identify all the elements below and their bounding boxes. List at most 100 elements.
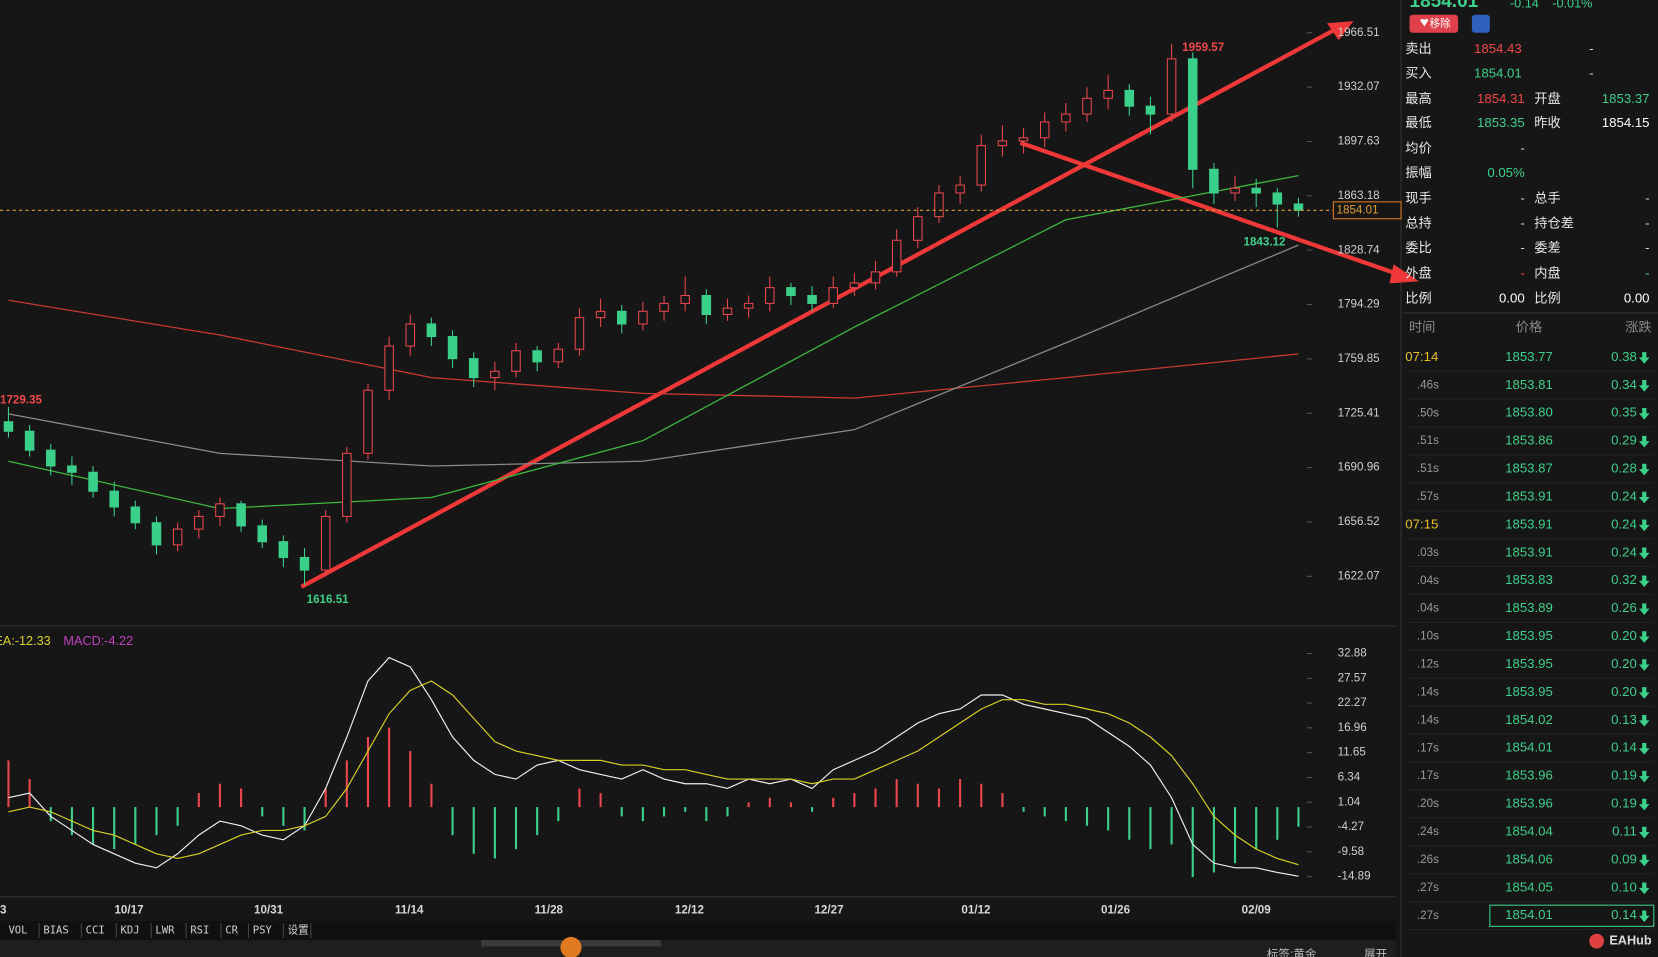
last-tick-highlight xyxy=(1489,904,1655,927)
macd-bar xyxy=(430,783,433,808)
scroll-bg xyxy=(0,940,1396,957)
tick-time: .14s xyxy=(1417,686,1439,699)
y-tick-label: 1966.51 xyxy=(1338,26,1380,39)
down-arrow xyxy=(1638,854,1650,867)
toolbar-button[interactable]: LWR xyxy=(155,925,175,937)
tick-change: 0.10 xyxy=(1611,879,1637,894)
toolbar-button[interactable]: KDJ xyxy=(121,925,140,937)
y-tick-label: 1932.07 xyxy=(1338,80,1380,93)
table-header: 价格 xyxy=(1516,319,1542,334)
y2-tick-label: 11.65 xyxy=(1338,746,1366,759)
down-arrow xyxy=(1638,603,1650,616)
dif-line xyxy=(8,656,1299,877)
tick-change: 0.20 xyxy=(1611,656,1637,671)
candle-body xyxy=(532,350,542,363)
candle-body xyxy=(765,287,775,304)
quote-label: 现手 xyxy=(1405,190,1431,205)
candle-body xyxy=(1293,203,1304,211)
toolbar-button[interactable]: RSI xyxy=(190,925,209,937)
toolbar-button[interactable]: BIAS xyxy=(43,925,68,937)
candle-body xyxy=(743,302,754,309)
scroll-thumb[interactable] xyxy=(560,936,582,957)
candle-body xyxy=(616,310,627,325)
candle-body xyxy=(468,358,479,379)
current-price-box xyxy=(1332,201,1402,220)
macd-bar xyxy=(1022,807,1025,812)
tick-price: 1853.81 xyxy=(1505,377,1553,392)
candle-body xyxy=(67,465,77,473)
candle-body xyxy=(976,145,987,186)
macd-bar xyxy=(578,788,581,808)
y2-tick-label: 22.27 xyxy=(1338,696,1367,709)
arrow-head xyxy=(1327,21,1354,41)
tick-time: .51s xyxy=(1417,462,1439,475)
candle-body xyxy=(701,295,712,316)
tick-time: .17s xyxy=(1417,769,1439,782)
candle-body xyxy=(1187,58,1198,170)
quote-label: 卖出 xyxy=(1405,41,1431,56)
candle-body xyxy=(891,239,902,273)
down-arrow xyxy=(1638,463,1650,476)
quote-value: - xyxy=(1520,265,1524,280)
macd-bar xyxy=(1212,807,1215,873)
down-arrow xyxy=(1638,491,1650,504)
bell-button[interactable] xyxy=(1471,14,1490,33)
down-arrow xyxy=(1638,352,1650,364)
toolbar-button[interactable]: CCI xyxy=(86,925,105,937)
tick-change: 0.14 xyxy=(1611,907,1637,922)
down-arrow xyxy=(1638,910,1650,923)
y2-tick-label: 6.34 xyxy=(1338,771,1361,784)
macd-bar xyxy=(451,807,454,836)
tick-change: 0.24 xyxy=(1611,516,1637,531)
tick-change: 0.35 xyxy=(1611,405,1637,420)
candle-body xyxy=(849,282,860,289)
candle-body xyxy=(109,490,119,508)
moving-average xyxy=(8,244,1299,467)
macd-bar xyxy=(176,807,179,826)
toolbar-button[interactable]: VOL xyxy=(8,925,27,937)
down-arrow xyxy=(1638,547,1650,560)
toolbar-button[interactable]: PSY xyxy=(253,925,273,937)
macd-bar xyxy=(557,807,560,822)
y-tick-label: 1759.85 xyxy=(1338,352,1380,365)
tick-change: 0.20 xyxy=(1611,628,1637,643)
macd-bar xyxy=(303,807,306,831)
x-tick-label: 01/26 xyxy=(1101,904,1131,917)
tick-price: 1853.91 xyxy=(1505,544,1553,559)
quote-label: 最低 xyxy=(1405,115,1431,130)
y2-tick-label: 16.96 xyxy=(1338,721,1367,734)
tick-price: 1853.95 xyxy=(1505,628,1553,643)
current-price-label: 1854.01 xyxy=(1337,203,1379,216)
down-arrow xyxy=(1638,659,1650,671)
y-tick-label: 1656.52 xyxy=(1338,515,1380,528)
remove-button[interactable]: 移除 xyxy=(1430,17,1452,30)
quote-label: 外盘 xyxy=(1405,264,1431,280)
candle-body xyxy=(447,336,458,360)
candle-body xyxy=(786,287,796,297)
candle-body xyxy=(45,449,56,467)
quote-label: 委差 xyxy=(1534,240,1560,255)
macd-bar xyxy=(514,807,518,850)
tick-price: 1853.96 xyxy=(1505,796,1553,811)
extreme-label: 1843.12 xyxy=(1244,235,1286,248)
tick-time: .04s xyxy=(1417,574,1439,587)
footer-expand[interactable]: 展开 xyxy=(1364,948,1388,957)
candle-body xyxy=(194,515,204,530)
candle-body xyxy=(638,310,648,325)
macd-bar xyxy=(1191,807,1194,878)
macd-label: MACD:-4.22 xyxy=(63,634,133,648)
toolbar-button[interactable]: CR xyxy=(225,925,238,937)
quote-label: - xyxy=(1589,41,1593,56)
x-tick-label: 3 xyxy=(0,904,7,917)
toolbar-button[interactable]: 设置 xyxy=(288,925,309,937)
tick-change: 0.09 xyxy=(1611,851,1637,866)
quote-value: 0.00 xyxy=(1624,291,1650,306)
macd-bar xyxy=(366,737,370,808)
candle-body xyxy=(320,515,331,571)
quote-value: 0.00 xyxy=(1499,291,1525,306)
macd-bar xyxy=(705,807,708,822)
candle-body xyxy=(363,389,373,454)
tick-change: 0.28 xyxy=(1611,461,1637,476)
tick-time: .46s xyxy=(1417,378,1439,391)
down-arrow xyxy=(1638,742,1650,755)
